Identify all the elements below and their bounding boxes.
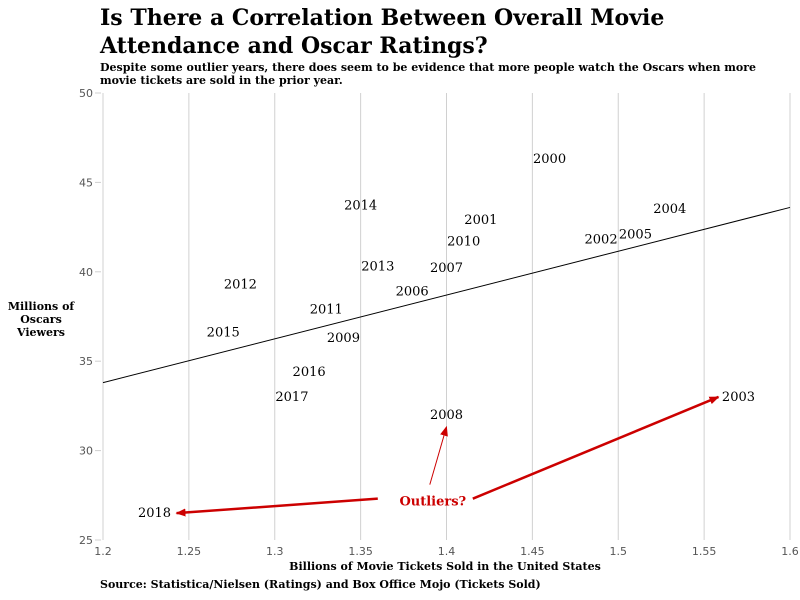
data-point-2004: 2004 — [653, 202, 686, 217]
data-point-2005: 2005 — [619, 227, 652, 242]
y-tick-label: 50 — [79, 87, 93, 100]
grid: 1.2 1.25 1.3 1.35 1.4 1.45 1.5 1.55 1.6 25 30 35 40 4… — [79, 87, 799, 558]
y-tick-label: 45 — [79, 176, 93, 189]
data-point-2001: 2001 — [464, 213, 497, 228]
points-group: 2000200120022003200420052006200720082009… — [138, 152, 755, 521]
data-point-2006: 2006 — [396, 284, 429, 299]
data-point-2003: 2003 — [722, 390, 755, 405]
data-point-2015: 2015 — [207, 326, 240, 341]
annotation-arrow-2003 — [472, 395, 720, 500]
data-point-2008: 2008 — [430, 408, 463, 423]
data-point-2014: 2014 — [344, 199, 377, 214]
x-tick-label: 1.35 — [348, 545, 373, 558]
chart-title: Is There a Correlation Between Overall M… — [100, 5, 665, 59]
y-tick-label: 25 — [79, 534, 93, 547]
x-tick-label: 1.6 — [781, 545, 799, 558]
annotation-arrow-2008 — [429, 425, 448, 485]
x-axis-label: Billions of Movie Tickets Sold in the Un… — [289, 560, 601, 573]
data-point-2000: 2000 — [533, 152, 566, 167]
data-point-2013: 2013 — [361, 259, 394, 274]
data-point-2016: 2016 — [293, 365, 326, 380]
chart-subtitle: Despite some outlier years, there does s… — [100, 61, 757, 87]
y-tick-label: 40 — [79, 266, 93, 279]
annotation-group: Outliers? — [175, 395, 720, 517]
data-point-2011: 2011 — [310, 302, 343, 317]
y-tick-label: 35 — [79, 355, 93, 368]
data-point-2009: 2009 — [327, 331, 360, 346]
x-tick-label: 1.3 — [266, 545, 284, 558]
y-axis-label: Millions of Oscars Viewers — [7, 300, 75, 339]
data-point-2017: 2017 — [275, 390, 308, 405]
x-tick-label: 1.5 — [610, 545, 628, 558]
source-note: Source: Statistica/Nielsen (Ratings) and… — [100, 578, 541, 591]
data-point-2007: 2007 — [430, 261, 463, 276]
annotation-arrow-2018 — [175, 497, 378, 517]
x-tick-label: 1.4 — [438, 545, 456, 558]
x-tick-label: 1.2 — [94, 545, 112, 558]
x-tick-label: 1.25 — [177, 545, 202, 558]
trendline-group — [102, 206, 791, 384]
data-point-2018: 2018 — [138, 506, 171, 521]
data-point-2012: 2012 — [224, 277, 257, 292]
x-tick-label: 1.45 — [520, 545, 545, 558]
trendline — [102, 206, 791, 384]
annotation-label: Outliers? — [399, 495, 466, 510]
x-tick-label: 1.55 — [692, 545, 717, 558]
y-tick-label: 30 — [79, 445, 93, 458]
data-point-2002: 2002 — [585, 233, 618, 248]
data-point-2010: 2010 — [447, 234, 480, 249]
